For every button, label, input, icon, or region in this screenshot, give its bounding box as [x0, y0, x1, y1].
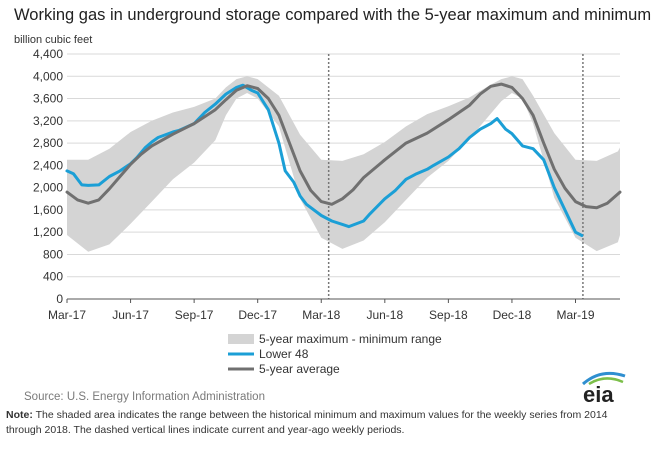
storage-chart: 0 400 800 1,200 1,600 2,000 2,400 2,800 3,200 3,6…: [33, 47, 622, 376]
y-tick-label: 1,600: [33, 203, 63, 217]
legend-five-year-average-label: 5-year average: [259, 362, 340, 376]
note-body: The shaded area indicates the range betw…: [6, 409, 608, 436]
y-tick-label: 0: [56, 292, 63, 306]
lower-48-line: [65, 83, 584, 237]
x-tick-label: Sep-17: [175, 308, 214, 322]
eia-logo-swoosh-blue: [582, 371, 626, 386]
range-band: [67, 76, 620, 252]
y-tick-label: 2,800: [33, 136, 63, 150]
y-axis-unit-label: billion cubic feet: [14, 34, 93, 46]
y-tick-label: 400: [43, 270, 63, 284]
note-label: Note:: [6, 409, 33, 421]
chart-title: Working gas in underground storage compa…: [14, 6, 652, 24]
x-tick-label: Jun-18: [366, 308, 403, 322]
eia-logo: eia: [582, 371, 626, 406]
five-year-average-line: [65, 82, 622, 210]
dashed-lines-layer: [327, 54, 584, 299]
eia-logo-swoosh-green: [588, 377, 624, 386]
y-tick-label: 1,200: [33, 225, 63, 239]
x-tick-label: Mar-18: [302, 308, 340, 322]
y-tick-label: 800: [43, 247, 63, 261]
note-text: Note: The shaded area indicates the rang…: [6, 408, 646, 438]
eia-logo-text: eia: [583, 382, 614, 406]
legend-range-swatch: [228, 334, 254, 344]
y-tick-label: 3,600: [33, 92, 63, 106]
x-tick-label: Mar-19: [556, 308, 594, 322]
y-tick-label: 4,000: [33, 69, 63, 83]
x-tick-label: Mar-17: [48, 308, 86, 322]
y-tick-label: 2,400: [33, 158, 63, 172]
y-tick-label: 4,400: [33, 47, 63, 61]
x-tick-label: Dec-18: [493, 308, 532, 322]
range-band-layer: [67, 76, 620, 252]
x-tick-label: Dec-17: [238, 308, 277, 322]
grid-lines: [67, 53, 620, 278]
y-tick-label: 2,000: [33, 181, 63, 195]
legend-range-label: 5-year maximum - minimum range: [259, 332, 442, 346]
series-lines-layer: [65, 82, 622, 237]
source-text: Source: U.S. Energy Information Administ…: [24, 391, 265, 403]
x-tick-label: Sep-18: [429, 308, 468, 322]
x-tick-label: Jun-17: [112, 308, 149, 322]
y-tick-label: 3,200: [33, 114, 63, 128]
legend-lower-48-label: Lower 48: [259, 347, 309, 361]
axes-layer: 0 400 800 1,200 1,600 2,000 2,400 2,800 3,200 3,6…: [33, 47, 620, 322]
